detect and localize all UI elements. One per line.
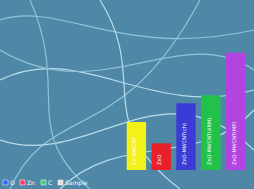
svg-text:C: C <box>48 179 52 186</box>
svg-text:ZnO-MWCNT(ch): ZnO-MWCNT(ch) <box>181 123 187 165</box>
svg-text:Zn: Zn <box>27 179 35 186</box>
svg-text:ZnO-MWCNT(ARM): ZnO-MWCNT(ARM) <box>206 118 212 165</box>
svg-text:ZnO-MWCNT(MP): ZnO-MWCNT(MP) <box>231 122 237 165</box>
svg-text:ZnO: ZnO <box>156 154 162 165</box>
svg-text:Sample: Sample <box>65 179 88 187</box>
svg-text:O: O <box>10 179 15 186</box>
svg-text:Zn-MWCNT: Zn-MWCNT <box>131 136 137 165</box>
